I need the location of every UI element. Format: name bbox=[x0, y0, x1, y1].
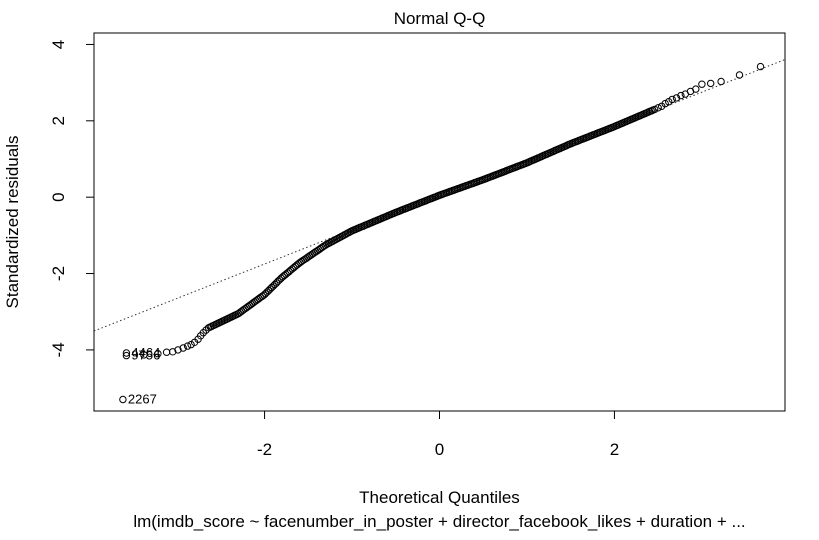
data-point bbox=[174, 346, 182, 354]
model-subtitle: lm(imdb_score ~ facenumber_in_poster + d… bbox=[133, 512, 745, 531]
data-point bbox=[677, 91, 685, 100]
x-axis-label: Theoretical Quantiles bbox=[359, 488, 520, 507]
y-tick-label: 4 bbox=[49, 40, 68, 49]
data-point bbox=[140, 351, 148, 359]
data-point bbox=[756, 62, 765, 71]
data-point bbox=[665, 98, 673, 106]
chart-title: Normal Q-Q bbox=[394, 9, 486, 28]
points-group bbox=[119, 62, 765, 404]
y-tick-label: 2 bbox=[49, 116, 68, 125]
x-tick-label: -2 bbox=[257, 440, 272, 459]
data-point bbox=[698, 80, 706, 88]
point-label: 2267 bbox=[128, 392, 157, 407]
data-point bbox=[162, 348, 171, 356]
data-point bbox=[707, 79, 715, 88]
data-point bbox=[717, 77, 725, 86]
y-axis: -4 -2 0 2 4 bbox=[49, 40, 95, 357]
point-label: 4464 bbox=[131, 345, 160, 360]
y-tick-label: -4 bbox=[49, 342, 68, 357]
y-tick-label: -2 bbox=[49, 266, 68, 281]
y-tick-label: 0 bbox=[49, 192, 68, 201]
x-tick-label: 0 bbox=[435, 440, 444, 459]
data-point bbox=[681, 90, 689, 98]
data-point bbox=[119, 395, 127, 404]
data-point bbox=[122, 351, 131, 360]
data-point bbox=[649, 106, 657, 114]
plot-box bbox=[93, 32, 786, 412]
data-point bbox=[154, 350, 162, 358]
data-point bbox=[169, 348, 177, 356]
reference-line bbox=[93, 59, 786, 332]
data-point bbox=[735, 71, 744, 79]
reference-line-group bbox=[93, 59, 786, 332]
point-label: 9756 bbox=[131, 348, 160, 363]
x-axis: -2 0 2 bbox=[257, 410, 619, 459]
x-tick-label: 2 bbox=[610, 440, 619, 459]
data-point bbox=[183, 342, 192, 350]
data-point bbox=[658, 102, 666, 111]
data-point bbox=[179, 344, 187, 352]
data-point bbox=[672, 94, 681, 102]
y-axis-label: Standardized residuals bbox=[3, 136, 22, 309]
data-point bbox=[122, 349, 131, 357]
